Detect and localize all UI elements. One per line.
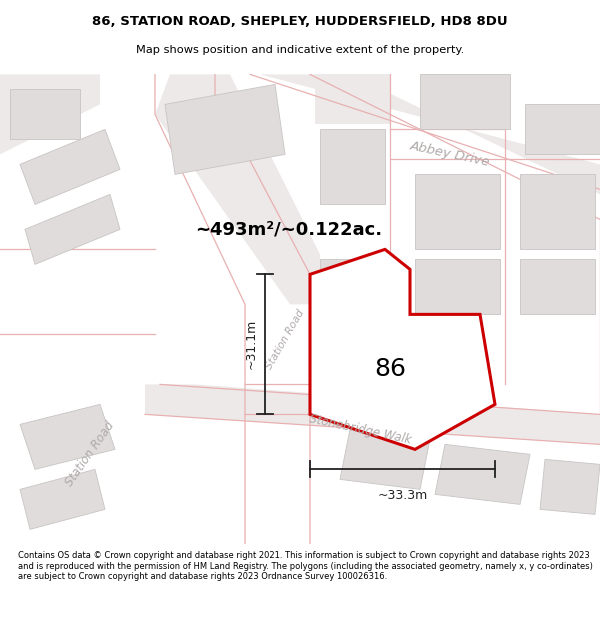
Text: ~493m²/~0.122ac.: ~493m²/~0.122ac. [195, 221, 382, 238]
Polygon shape [155, 74, 320, 304]
Polygon shape [520, 259, 595, 314]
Text: Map shows position and indicative extent of the property.: Map shows position and indicative extent… [136, 45, 464, 55]
Text: ~33.3m: ~33.3m [377, 489, 428, 502]
Text: 86, STATION ROAD, SHEPLEY, HUDDERSFIELD, HD8 8DU: 86, STATION ROAD, SHEPLEY, HUDDERSFIELD,… [92, 15, 508, 28]
Polygon shape [435, 444, 530, 504]
Polygon shape [10, 89, 80, 139]
Polygon shape [165, 84, 285, 174]
Polygon shape [320, 259, 385, 329]
Text: Station Road: Station Road [63, 419, 117, 489]
Polygon shape [25, 194, 120, 264]
Polygon shape [340, 429, 430, 489]
Polygon shape [320, 334, 385, 379]
Polygon shape [525, 104, 600, 154]
Text: Stonebridge Walk: Stonebridge Walk [308, 412, 412, 446]
Text: 86: 86 [374, 357, 406, 381]
Polygon shape [415, 174, 500, 249]
Polygon shape [415, 259, 500, 314]
Polygon shape [20, 469, 105, 529]
Polygon shape [145, 384, 600, 444]
Text: Station Road: Station Road [264, 308, 306, 371]
Polygon shape [20, 129, 120, 204]
Polygon shape [20, 404, 115, 469]
Polygon shape [420, 74, 510, 129]
Polygon shape [520, 174, 595, 249]
Polygon shape [230, 74, 600, 194]
Polygon shape [540, 459, 600, 514]
Text: ~31.1m: ~31.1m [245, 319, 257, 369]
Text: Contains OS data © Crown copyright and database right 2021. This information is : Contains OS data © Crown copyright and d… [18, 551, 593, 581]
Text: Abbey Drive: Abbey Drive [409, 139, 491, 169]
Polygon shape [320, 129, 385, 204]
Polygon shape [310, 249, 495, 449]
Polygon shape [315, 74, 390, 124]
Polygon shape [0, 74, 100, 154]
